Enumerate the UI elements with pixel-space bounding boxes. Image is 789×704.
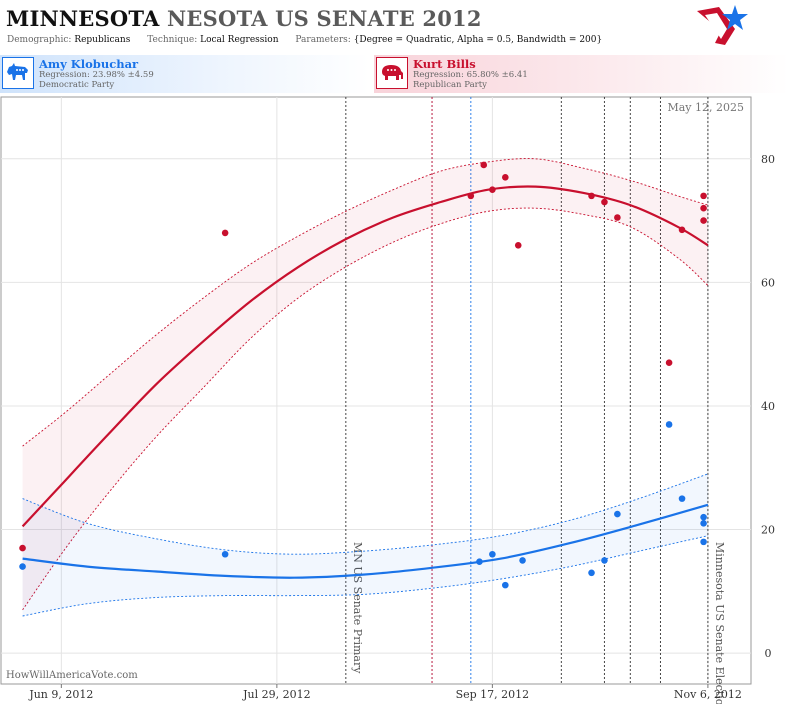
x-tick-label: Jun 9, 2012 [28, 688, 93, 701]
y-tick-label: 20 [761, 524, 775, 537]
y-tick-label: 0 [765, 647, 772, 660]
y-tick-label: 40 [761, 400, 775, 413]
parameters-line: Demographic: Republicans Technique: Loca… [7, 35, 616, 45]
kurt-bills-poll-point [514, 241, 522, 249]
plot-frame [0, 96, 752, 685]
technique-value: Local Regression [200, 35, 279, 45]
candidate-dem-regression: Regression: 23.98% ±4.59 [39, 70, 154, 80]
amy-klobuchar-poll-point [614, 510, 621, 518]
kurt-bills-poll-point [480, 161, 488, 169]
kurt-bills-poll-point [502, 174, 509, 181]
kurt-bills-poll-point [601, 198, 608, 206]
candidate-dem-name: Amy Klobuchar [39, 57, 139, 71]
candidate-dem-panel[interactable]: Amy Klobuchar Regression: 23.98% ±4.59 D… [0, 55, 370, 93]
confidence-band-layer [22, 158, 709, 617]
date-stamp: May 12, 2025 [667, 101, 744, 114]
kurt-bills-poll-point [588, 192, 595, 200]
kurt-bills-poll-point [489, 186, 496, 193]
amy-klobuchar-poll-point [19, 563, 26, 570]
donkey-icon [2, 57, 34, 89]
amy-klobuchar-confidence-band [22, 473, 708, 616]
candidate-rep-regression: Regression: 65.80% ±6.41 [413, 70, 528, 80]
amy-klobuchar-poll-point [665, 421, 673, 428]
amy-klobuchar-poll-point [700, 513, 707, 521]
kurt-bills-poll-point [700, 217, 707, 224]
title-state: MINNESOTA [6, 6, 160, 31]
kurt-bills-confidence-band [22, 158, 708, 610]
grid-layer [1, 97, 751, 684]
kurt-bills-lower-bound [22, 207, 709, 611]
kurt-bills-poll-point [614, 214, 621, 221]
amy-klobuchar-poll-point [700, 520, 707, 527]
regression-line-layer [21, 185, 709, 579]
site-credit[interactable]: HowWillAmericaVote.com [6, 670, 138, 681]
amy-klobuchar-poll-point [476, 558, 483, 565]
candidate-rep-party: Republican Party [413, 80, 487, 90]
chart-title: MINNESOTA NESOTA US SENATE 2012 [6, 6, 482, 31]
parameters-label: Parameters: [295, 35, 351, 45]
x-tick-label: Jul 29, 2012 [242, 688, 311, 701]
kurt-bills-upper-bound [22, 158, 709, 447]
poll-point-layer [19, 161, 707, 589]
demographic-label: Demographic: [7, 35, 72, 45]
amy-klobuchar-poll-point [519, 557, 526, 564]
y-tick-label: 60 [761, 276, 775, 289]
amy-klobuchar-poll-point [678, 495, 686, 502]
technique-label: Technique: [147, 35, 198, 45]
amy-klobuchar-poll-point [601, 557, 608, 564]
kurt-bills-poll-point [678, 226, 686, 234]
kurt-bills-poll-point [19, 544, 26, 552]
candidate-dem-party: Democratic Party [39, 80, 115, 90]
candidate-rep-panel[interactable]: Kurt Bills Regression: 65.80% ±6.41 Repu… [374, 55, 789, 93]
elephant-icon [376, 57, 408, 89]
kurt-bills-poll-point [700, 192, 707, 200]
kurt-bills-poll-point [467, 192, 475, 200]
amy-klobuchar-poll-point [588, 569, 595, 577]
candidate-rep-name: Kurt Bills [413, 57, 476, 71]
site-logo-icon[interactable] [695, 3, 751, 47]
axis-layer: 0 20 40 60 80 Jun 9, 2012 Jul 29, 2012 Sep 17, … [28, 153, 775, 701]
chart-header: MINNESOTA NESOTA US SENATE 2012 Demograp… [0, 0, 789, 50]
demographic-value: Republicans [74, 35, 131, 45]
parameters-value: {Degree = Quadratic, Alpha = 0.5, Bandwi… [353, 35, 603, 45]
title-race: NESOTA US SENATE 2012 [167, 6, 482, 31]
amy-klobuchar-poll-point [502, 581, 509, 589]
y-tick-label: 80 [761, 153, 775, 166]
amy-klobuchar-poll-point [489, 550, 496, 558]
amy-klobuchar-poll-point [700, 538, 707, 546]
x-tick-label: Nov 6, 2012 [674, 688, 742, 701]
amy-klobuchar-poll-point [221, 550, 229, 558]
kurt-bills-poll-point [700, 204, 707, 212]
kurt-bills-regression-line [21, 185, 709, 528]
x-tick-label: Sep 17, 2012 [456, 688, 530, 701]
amy-klobuchar-regression-line [22, 503, 709, 579]
event-label: Minnesota US Senate Election [713, 542, 726, 704]
kurt-bills-poll-point [665, 359, 673, 366]
kurt-bills-poll-point [221, 229, 229, 237]
